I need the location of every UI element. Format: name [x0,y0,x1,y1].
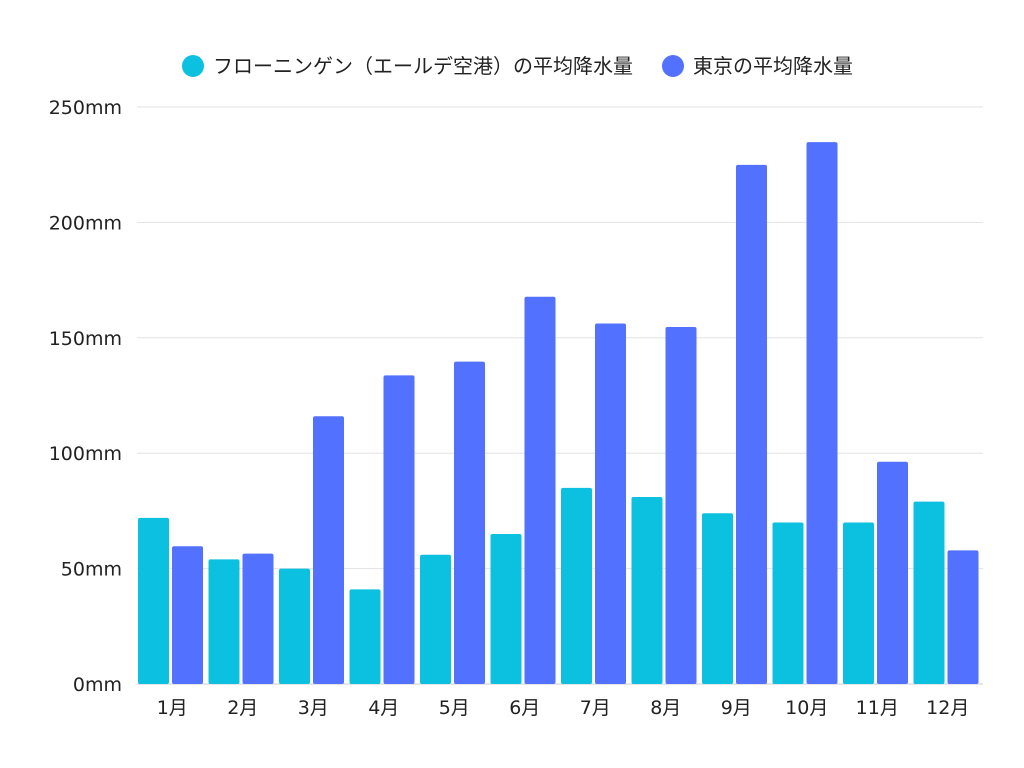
x-tick-label: 8月 [650,697,681,719]
bar-series-2 [454,361,485,684]
y-tick-label: 50mm [61,559,122,581]
bar-series-1 [279,568,310,684]
x-tick-label: 3月 [298,697,329,719]
x-tick-label: 4月 [368,697,399,719]
x-axis: 1月 2月 3月 4月 5月 6月 7月 8月 9月 10月 11月 12月 [157,697,970,719]
x-tick-label: 12月 [926,697,969,719]
bar-series-2 [806,142,838,684]
bar-series-2 [665,326,697,684]
bar-series-2 [877,461,908,684]
bar-series-2 [524,296,556,684]
bar-series-1 [420,554,451,684]
bar-series-2 [242,553,274,684]
bar-series-1 [702,513,733,684]
y-axis: 0mm 50mm 100mm 150mm 200mm 250mm [49,97,122,696]
legend-item: 東京の平均降水量 [662,54,853,78]
x-tick-label: 7月 [580,697,611,719]
bar-series-1 [490,533,522,684]
bar-series-1 [561,487,592,684]
x-tick-label: 2月 [227,697,258,719]
bar-series-2 [172,546,203,684]
bar-series-1 [349,589,381,684]
x-tick-label: 6月 [509,697,540,719]
y-tick-label: 250mm [49,97,122,119]
y-tick-label: 200mm [49,212,122,234]
legend: フローニンゲン（エールデ空港）の平均降水量 東京の平均降水量 [182,54,853,78]
legend-label: 東京の平均降水量 [693,54,853,78]
legend-item: フローニンゲン（エールデ空港）の平均降水量 [182,54,633,78]
legend-swatch [662,55,684,77]
y-tick-label: 0mm [73,674,122,696]
bar-series-1 [843,522,874,684]
x-tick-label: 1月 [157,697,188,719]
bar-series-2 [383,375,415,684]
bar-series-2 [947,550,979,684]
legend-label: フローニンゲン（エールデ空港）の平均降水量 [213,54,633,78]
x-tick-label: 11月 [856,697,899,719]
bars [138,142,979,685]
bar-series-1 [913,501,945,684]
bar-series-1 [772,522,804,684]
x-tick-label: 10月 [785,697,828,719]
bar-series-2 [736,164,767,685]
bar-series-2 [313,416,344,684]
gridlines [137,106,983,685]
y-tick-label: 100mm [49,443,122,465]
x-tick-label: 5月 [439,697,470,719]
bar-series-1 [138,517,169,684]
bar-series-1 [208,559,240,684]
x-tick-label: 9月 [721,697,752,719]
bar-series-2 [595,323,626,684]
y-tick-label: 150mm [49,328,122,350]
bar-series-1 [631,497,663,684]
legend-swatch [182,55,204,77]
